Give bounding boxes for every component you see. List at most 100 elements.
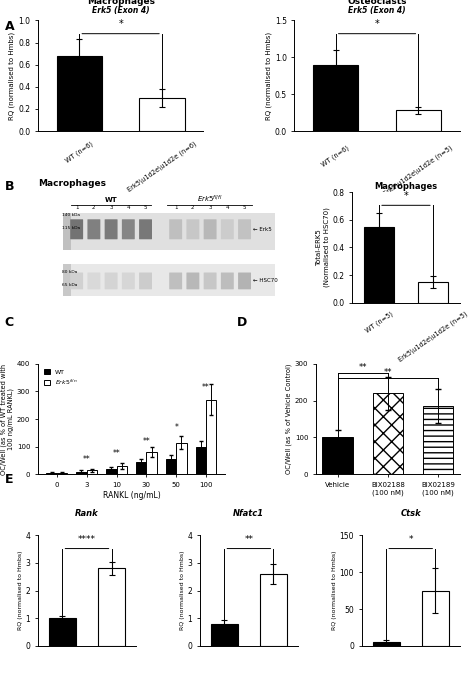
Bar xyxy=(57,473,67,475)
Text: 2: 2 xyxy=(191,205,195,210)
Bar xyxy=(396,110,441,131)
Y-axis label: RQ (normalised to Hmbs): RQ (normalised to Hmbs) xyxy=(180,551,184,630)
Text: 140 kDa: 140 kDa xyxy=(62,214,80,218)
Bar xyxy=(260,574,287,646)
Text: 4: 4 xyxy=(127,205,130,210)
Y-axis label: OC/Well (as % of Vehicle Control): OC/Well (as % of Vehicle Control) xyxy=(285,364,292,474)
Bar xyxy=(117,466,127,475)
Bar xyxy=(64,214,279,250)
Text: D: D xyxy=(237,316,247,329)
Text: ← HSC70: ← HSC70 xyxy=(253,278,278,283)
Text: 2: 2 xyxy=(92,205,96,210)
Text: **: ** xyxy=(245,535,253,544)
Bar xyxy=(196,447,206,475)
Text: 5: 5 xyxy=(144,205,147,210)
Bar xyxy=(365,226,394,303)
Bar xyxy=(46,473,57,475)
Text: **: ** xyxy=(202,383,210,392)
Text: WT (n=6): WT (n=6) xyxy=(64,140,94,164)
Text: 115 kDa: 115 kDa xyxy=(62,226,80,231)
Bar xyxy=(98,568,125,646)
Text: *: * xyxy=(403,191,408,201)
Text: **: ** xyxy=(383,369,392,377)
X-axis label: RANKL (ng/mL): RANKL (ng/mL) xyxy=(102,491,160,500)
FancyBboxPatch shape xyxy=(186,219,200,239)
Bar xyxy=(373,643,400,646)
Legend: WT, $Erk5^{fl/n}$: WT, $Erk5^{fl/n}$ xyxy=(41,367,80,390)
Bar xyxy=(64,265,279,296)
Bar xyxy=(146,452,157,475)
Text: Erk5 (Exon 4): Erk5 (Exon 4) xyxy=(92,6,149,15)
Bar xyxy=(422,591,449,646)
FancyBboxPatch shape xyxy=(122,273,135,289)
Bar xyxy=(136,462,146,475)
Bar xyxy=(313,65,358,131)
Text: *: * xyxy=(174,423,178,432)
Text: *: * xyxy=(409,535,413,544)
Text: WT: WT xyxy=(105,197,118,203)
Text: **: ** xyxy=(358,362,367,372)
Text: 5: 5 xyxy=(243,205,246,210)
Title: Macrophages: Macrophages xyxy=(374,182,438,191)
Y-axis label: Total-ERK5
(Normalised to HSC70): Total-ERK5 (Normalised to HSC70) xyxy=(316,207,329,288)
Bar xyxy=(373,393,403,475)
Bar xyxy=(322,437,353,475)
Title: Ctsk: Ctsk xyxy=(401,509,421,518)
Text: Erk5\u1d2e\u1d2e (n=6): Erk5\u1d2e\u1d2e (n=6) xyxy=(126,140,198,192)
FancyBboxPatch shape xyxy=(105,219,118,239)
Bar xyxy=(211,624,238,646)
Text: ← Erk5: ← Erk5 xyxy=(253,227,272,232)
Text: *: * xyxy=(374,19,380,29)
FancyBboxPatch shape xyxy=(169,273,182,289)
Y-axis label: RQ (normalised to Hmbs): RQ (normalised to Hmbs) xyxy=(18,551,23,630)
Text: WT (n=6): WT (n=6) xyxy=(321,144,351,168)
Text: Erk5\u1d2e\u1d2e (n=5): Erk5\u1d2e\u1d2e (n=5) xyxy=(397,310,469,362)
Y-axis label: RQ (normalised to Hmbs): RQ (normalised to Hmbs) xyxy=(9,32,15,120)
Title: Rank: Rank xyxy=(75,509,99,518)
Text: 3: 3 xyxy=(209,205,212,210)
FancyBboxPatch shape xyxy=(204,273,217,289)
Bar xyxy=(49,618,76,646)
Title: Osteoclasts: Osteoclasts xyxy=(347,0,407,5)
Text: **: ** xyxy=(143,437,150,446)
Bar xyxy=(423,406,453,475)
Bar xyxy=(206,400,217,475)
Bar xyxy=(76,472,87,475)
FancyBboxPatch shape xyxy=(186,273,200,289)
Text: B: B xyxy=(5,180,14,193)
Text: **: ** xyxy=(83,455,91,464)
Text: 3: 3 xyxy=(109,205,113,210)
Bar xyxy=(106,469,117,475)
FancyBboxPatch shape xyxy=(139,219,152,239)
Bar xyxy=(139,98,185,131)
Text: 80 kDa: 80 kDa xyxy=(62,270,77,274)
Text: A: A xyxy=(5,20,14,33)
Bar xyxy=(418,282,447,303)
FancyBboxPatch shape xyxy=(70,273,83,289)
FancyBboxPatch shape xyxy=(87,273,100,289)
Text: 1: 1 xyxy=(75,205,78,210)
FancyBboxPatch shape xyxy=(238,273,251,289)
Text: 65 kDa: 65 kDa xyxy=(62,283,77,287)
Text: Erk5\u1d2e\u1d2e (n=5): Erk5\u1d2e\u1d2e (n=5) xyxy=(383,144,454,197)
Text: $Erk5^{fl/fl}$: $Erk5^{fl/fl}$ xyxy=(197,193,223,205)
Text: Macrophages: Macrophages xyxy=(38,180,106,188)
FancyBboxPatch shape xyxy=(238,219,251,239)
FancyBboxPatch shape xyxy=(122,219,135,239)
FancyBboxPatch shape xyxy=(204,219,217,239)
Text: 1: 1 xyxy=(174,205,177,210)
FancyBboxPatch shape xyxy=(87,219,100,239)
Bar xyxy=(87,471,97,475)
Text: **: ** xyxy=(113,449,120,458)
FancyBboxPatch shape xyxy=(221,273,234,289)
FancyBboxPatch shape xyxy=(139,273,152,289)
Text: *: * xyxy=(118,19,123,29)
Title: Macrophages: Macrophages xyxy=(87,0,155,5)
FancyBboxPatch shape xyxy=(169,219,182,239)
Bar xyxy=(56,56,102,131)
Text: 4: 4 xyxy=(226,205,229,210)
FancyBboxPatch shape xyxy=(105,273,118,289)
FancyBboxPatch shape xyxy=(221,219,234,239)
Bar xyxy=(63,265,71,296)
Y-axis label: OC/Well (as % of WT treated with
100 ng/mL RANKL): OC/Well (as % of WT treated with 100 ng/… xyxy=(0,363,14,475)
